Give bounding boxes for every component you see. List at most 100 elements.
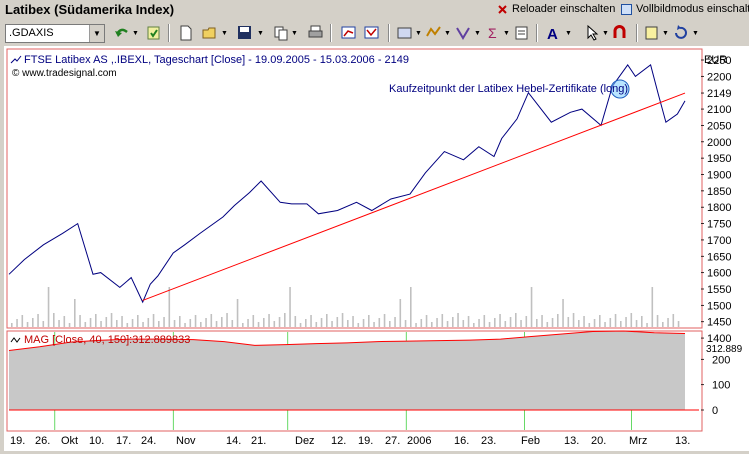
- strategy-icon[interactable]: [455, 24, 472, 42]
- date-tick-label: 13.: [675, 435, 690, 447]
- buy-annotation: Kaufzeitpunkt der Latibex Hebel-Zertifik…: [389, 83, 628, 95]
- toolbar: .GDAXIS ▼ ▼ ▼ ▼ ▼ ▼ ▼ ▼ Σ: [0, 20, 749, 46]
- volume-bar: [95, 314, 97, 327]
- volume-bar: [310, 315, 312, 327]
- magnet-icon[interactable]: [611, 24, 628, 42]
- indicator-axis: 200 100 0: [701, 354, 730, 417]
- chart-add-icon[interactable]: [340, 24, 357, 42]
- volume-bar: [651, 287, 654, 327]
- volume-bar: [142, 322, 144, 327]
- volume-bar: [121, 316, 123, 327]
- window-layout-icon[interactable]: [396, 24, 413, 42]
- indicator-last-value: 312.889: [706, 344, 743, 355]
- volume-bar: [578, 320, 580, 327]
- symbol-value: .GDAXIS: [9, 27, 54, 39]
- price-tick-label: 1400: [707, 333, 731, 345]
- fullscreen-label: Vollbildmodus einschalte: [636, 3, 749, 15]
- refresh-icon[interactable]: [145, 24, 162, 42]
- volume-bar: [21, 315, 24, 327]
- fullscreen-link[interactable]: Vollbildmodus einschalte: [621, 3, 749, 15]
- new-file-icon[interactable]: [177, 24, 194, 42]
- chevron-down-icon[interactable]: ▼: [132, 30, 139, 37]
- indicator-icon[interactable]: [425, 24, 442, 42]
- window-title: Latibex (Südamerika Index): [5, 2, 175, 17]
- price-tick-label: 1550: [707, 284, 731, 296]
- volume-bar: [331, 321, 333, 327]
- copy-icon[interactable]: [272, 24, 289, 42]
- indicator-icon: [10, 337, 21, 343]
- price-axis: 2250 2200 2149 2100 2050 2000 1950 1900 1850 1800…: [701, 55, 731, 345]
- chart-remove-icon[interactable]: [363, 24, 380, 42]
- svg-text:Σ: Σ: [488, 25, 497, 41]
- volume-bar: [184, 323, 186, 327]
- chevron-down-icon[interactable]: ▼: [662, 30, 669, 37]
- date-axis: 19. 26. Okt 10. 17. 24. Nov 14. 21. Dez 12. 19. 27. 2…: [10, 435, 690, 447]
- undo-icon[interactable]: [113, 24, 130, 42]
- volume-bar: [399, 299, 402, 327]
- price-tick-label: 2050: [707, 120, 731, 132]
- volume-bar: [483, 315, 486, 327]
- volume-bar: [478, 319, 480, 327]
- indicator-tick-label: 100: [712, 380, 730, 392]
- text-tool-icon[interactable]: A: [545, 24, 562, 43]
- volume-bar: [74, 299, 76, 327]
- volume-bar: [515, 313, 517, 327]
- date-tick-label: 19.: [358, 435, 373, 447]
- properties-icon[interactable]: [513, 24, 530, 42]
- chevron-down-icon[interactable]: ▼: [89, 25, 104, 42]
- volume-bar: [221, 317, 223, 327]
- volume-bar: [630, 313, 633, 327]
- volume-bar: [588, 323, 591, 327]
- symbol-combo[interactable]: .GDAXIS ▼: [5, 24, 105, 43]
- price-tick-label: 1900: [707, 170, 731, 182]
- help-icon[interactable]: [672, 24, 689, 42]
- volume-bar: [294, 316, 297, 327]
- buy-marker[interactable]: [610, 79, 630, 99]
- price-tick-label: 2100: [707, 104, 731, 116]
- fullscreen-icon: [621, 3, 632, 15]
- sigma-icon[interactable]: Σ: [485, 24, 502, 42]
- volume-bar: [152, 314, 155, 327]
- save-icon[interactable]: [236, 24, 253, 42]
- cursor-icon[interactable]: [584, 24, 601, 42]
- chevron-down-icon[interactable]: ▼: [444, 30, 451, 37]
- chevron-down-icon[interactable]: ▼: [602, 30, 609, 37]
- volume-bar: [499, 314, 501, 327]
- chevron-down-icon[interactable]: ▼: [565, 30, 572, 37]
- volume-bar: [289, 287, 291, 327]
- date-tick-label: 17.: [116, 435, 131, 447]
- price-tick-label: 1650: [707, 251, 731, 263]
- volume-bar: [126, 323, 129, 327]
- volume-bar: [352, 316, 354, 327]
- notes-icon[interactable]: [643, 24, 660, 42]
- oscillator-area: [9, 331, 685, 410]
- price-line: [8, 64, 686, 304]
- chevron-down-icon[interactable]: ▼: [692, 30, 699, 37]
- volume-bar: [194, 315, 197, 327]
- volume-bar: [415, 323, 417, 327]
- chevron-down-icon[interactable]: ▼: [291, 30, 298, 37]
- chevron-down-icon[interactable]: ▼: [474, 30, 481, 37]
- reloader-link[interactable]: Reloader einschalten: [497, 3, 615, 15]
- volume-bar: [593, 319, 596, 327]
- date-tick-label: 13.: [564, 435, 579, 447]
- volume-bar: [226, 313, 228, 327]
- volume-bar: [488, 322, 491, 327]
- chevron-down-icon[interactable]: ▼: [415, 30, 422, 37]
- price-tick-label: 2250: [707, 55, 731, 67]
- price-tick-label: 2000: [707, 137, 731, 149]
- volume-bar: [536, 319, 538, 327]
- chevron-down-icon[interactable]: ▼: [503, 30, 510, 37]
- chevron-down-icon[interactable]: ▼: [221, 30, 228, 37]
- open-folder-icon[interactable]: [201, 24, 218, 42]
- print-icon[interactable]: [307, 24, 324, 42]
- volume-bar: [362, 319, 365, 327]
- chevron-down-icon[interactable]: ▼: [257, 30, 264, 37]
- date-tick-label: 20.: [591, 435, 606, 447]
- volume-bar: [200, 322, 202, 327]
- volume-bar: [47, 287, 50, 327]
- volume-bar: [404, 320, 407, 327]
- volume-bar: [326, 314, 328, 327]
- volume-bar: [425, 315, 428, 327]
- date-tick-label: 16.: [454, 435, 469, 447]
